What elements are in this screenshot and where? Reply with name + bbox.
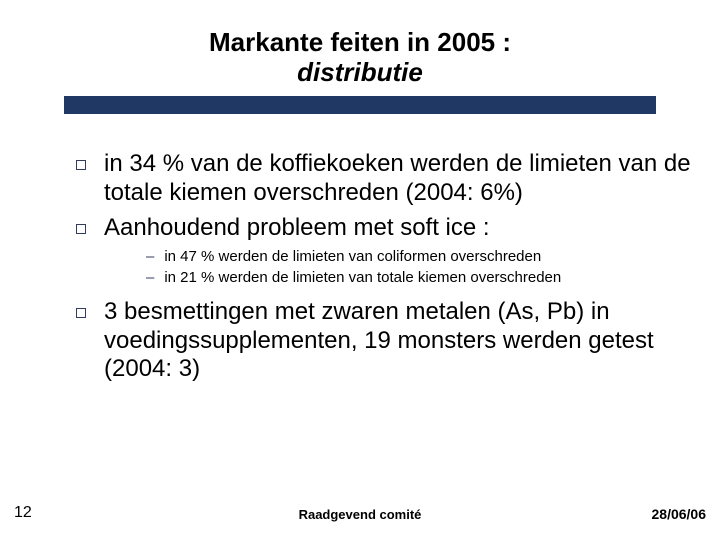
footer-date: 28/06/06 [652, 506, 707, 522]
slide: Markante feiten in 2005 : distributie in… [0, 0, 720, 540]
bullet-item: 3 besmettingen met zwaren metalen (As, P… [76, 298, 696, 384]
slide-title: Markante feiten in 2005 : distributie [0, 28, 720, 88]
sub-bullet-item: – in 47 % werden de limieten van colifor… [146, 248, 696, 267]
bullet-text: Aanhoudend probleem met soft ice : [104, 214, 490, 243]
body-content: in 34 % van de koffiekoeken werden de li… [76, 150, 696, 390]
title-line-2: distributie [0, 58, 720, 88]
dash-bullet-icon: – [146, 248, 154, 265]
bullet-text: in 34 % van de koffiekoeken werden de li… [104, 150, 696, 208]
sub-bullet-text: in 47 % werden de limieten van coliforme… [164, 248, 541, 267]
title-italic: distributie [297, 57, 423, 87]
dash-bullet-icon: – [146, 269, 154, 286]
bullet-text: 3 besmettingen met zwaren metalen (As, P… [104, 298, 696, 384]
bullet-item: in 34 % van de koffiekoeken werden de li… [76, 150, 696, 208]
footer-center-text: Raadgevend comité [0, 507, 720, 522]
sub-bullet-text: in 21 % werden de limieten van totale ki… [164, 269, 561, 288]
square-bullet-icon [76, 160, 86, 170]
square-bullet-icon [76, 308, 86, 318]
title-underline-bar [64, 96, 656, 114]
sub-bullet-item: – in 21 % werden de limieten van totale … [146, 269, 696, 288]
sub-bullet-group: – in 47 % werden de limieten van colifor… [146, 248, 696, 288]
square-bullet-icon [76, 224, 86, 234]
bullet-item: Aanhoudend probleem met soft ice : [76, 214, 696, 243]
title-line-1: Markante feiten in 2005 : [0, 28, 720, 58]
